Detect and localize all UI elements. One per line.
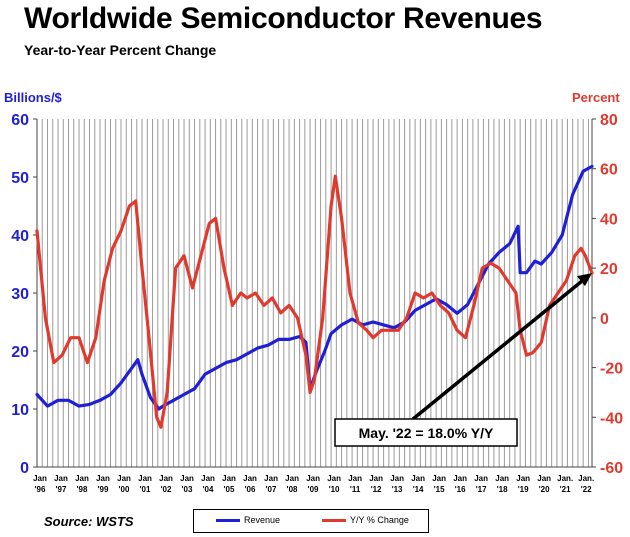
- x-tick-year-label: '16: [455, 485, 466, 494]
- x-tick-year-label: '02: [161, 485, 172, 494]
- x-tick-year-label: '14: [413, 485, 424, 494]
- annotation-arrowhead: [577, 273, 592, 287]
- yoy-series-line: [35, 174, 594, 429]
- x-tick-month-label: Jan: [516, 474, 530, 483]
- annotation-text: May. '22 = 18.0% Y/Y: [359, 425, 494, 441]
- legend-swatch-yoy: [322, 518, 346, 522]
- x-tick-month-label: Jan: [369, 474, 383, 483]
- x-tick-year-label: '05: [224, 485, 235, 494]
- x-tick-month-label: Jan: [117, 474, 131, 483]
- x-tick-month-label: Jan: [96, 474, 110, 483]
- x-tick-year-label: '13: [392, 485, 403, 494]
- chart-legend: Revenue Y/Y % Change: [193, 509, 429, 533]
- legend-item-revenue: Revenue: [216, 515, 280, 525]
- x-tick-month-label: Jan: [537, 474, 551, 483]
- x-tick-year-label: '11: [350, 485, 361, 494]
- left-tick-label: 60: [11, 112, 29, 129]
- x-tick-month-label: Jan: [432, 474, 446, 483]
- left-axis-title: Billions/$: [4, 90, 62, 105]
- x-tick-month-label: Jan: [474, 474, 488, 483]
- x-tick-year-label: '15: [434, 485, 445, 494]
- x-tick-year-label: '17: [476, 485, 487, 494]
- left-tick-label: 50: [11, 170, 29, 187]
- x-tick-month-label: Jan: [54, 474, 68, 483]
- right-tick-label: 80: [600, 112, 618, 129]
- x-tick-year-label: '22: [581, 485, 592, 494]
- right-tick-label: 60: [600, 162, 618, 179]
- x-tick-month-label: Jan: [201, 474, 215, 483]
- x-tick-month-label: Jan: [33, 474, 47, 483]
- x-tick-year-label: '20: [539, 485, 550, 494]
- x-tick-year-label: '21: [560, 485, 571, 494]
- x-tick-month-label: Jan: [138, 474, 152, 483]
- right-tick-label: -40: [600, 410, 623, 427]
- legend-label-yoy: Y/Y % Change: [350, 515, 409, 525]
- x-tick-month-label: Jan.: [578, 474, 594, 483]
- x-tick-year-label: '04: [203, 485, 214, 494]
- left-tick-label: 0: [20, 460, 29, 477]
- x-tick-year-label: '03: [182, 485, 193, 494]
- right-tick-label: 20: [600, 261, 618, 278]
- left-tick-label: 20: [11, 344, 29, 361]
- annotation-box: [334, 418, 518, 447]
- x-tick-month-label: Jan: [264, 474, 278, 483]
- x-tick-month-label: Jan: [306, 474, 320, 483]
- x-tick-year-label: '99: [98, 485, 109, 494]
- left-tick-label: 30: [11, 286, 29, 303]
- x-tick-year-label: '12: [371, 485, 382, 494]
- x-tick-year-label: '08: [287, 485, 298, 494]
- left-tick-label: 40: [11, 228, 29, 245]
- x-tick-year-label: '10: [329, 485, 340, 494]
- x-tick-month-label: Jan.: [557, 474, 573, 483]
- x-tick-year-label: '18: [497, 485, 508, 494]
- legend-label-revenue: Revenue: [244, 515, 281, 525]
- legend-item-yoy: Y/Y % Change: [322, 515, 409, 525]
- x-tick-month-label: Jan: [159, 474, 173, 483]
- x-tick-month-label: Jan: [243, 474, 257, 483]
- x-tick-month-label: Jan: [222, 474, 236, 483]
- x-tick-year-label: '07: [266, 485, 277, 494]
- x-tick-year-label: '97: [56, 485, 67, 494]
- x-tick-month-label: Jan: [327, 474, 341, 483]
- x-tick-year-label: '09: [308, 485, 319, 494]
- x-tick-month-label: Jan: [285, 474, 299, 483]
- right-tick-label: 40: [600, 211, 618, 228]
- x-tick-month-label: Jan: [180, 474, 194, 483]
- x-tick-month-label: Jan: [390, 474, 404, 483]
- right-tick-label: -20: [600, 361, 623, 378]
- right-axis-title: Percent: [572, 90, 620, 105]
- left-tick-label: 10: [11, 402, 29, 419]
- chart-title: Worldwide Semiconductor Revenues: [24, 2, 543, 35]
- x-tick-month-label: Jan: [495, 474, 509, 483]
- x-tick-year-label: '98: [77, 485, 88, 494]
- x-tick-month-label: Jan: [453, 474, 467, 483]
- source-note: Source: WSTS: [44, 514, 134, 529]
- x-tick-year-label: '96: [35, 485, 46, 494]
- x-tick-year-label: '01: [140, 485, 151, 494]
- legend-swatch-revenue: [216, 518, 240, 522]
- right-tick-label: 0: [600, 311, 609, 328]
- chart-subtitle: Year-to-Year Percent Change: [24, 42, 217, 58]
- x-tick-year-label: '06: [245, 485, 256, 494]
- annotation-arrow: [411, 274, 590, 421]
- x-tick-year-label: '19: [518, 485, 529, 494]
- x-tick-month-label: Jan: [411, 474, 425, 483]
- x-tick-month-label: Jan: [348, 474, 362, 483]
- x-tick-month-label: Jan: [75, 474, 89, 483]
- right-tick-label: -60: [600, 460, 623, 477]
- x-tick-year-label: '00: [119, 485, 130, 494]
